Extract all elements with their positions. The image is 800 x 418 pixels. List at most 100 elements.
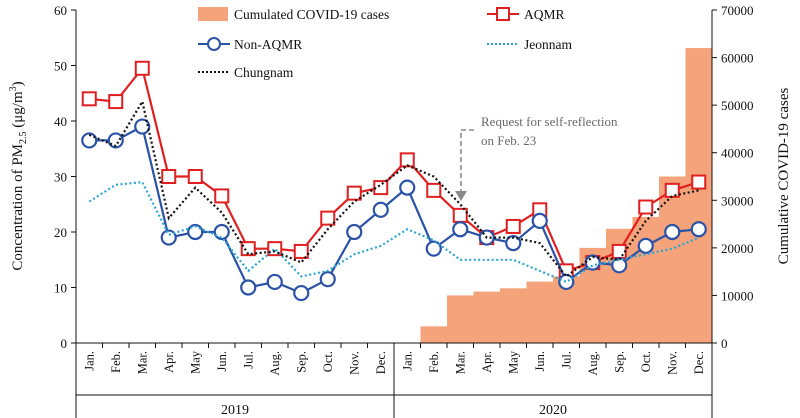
point-non-aqmr-17 xyxy=(531,212,548,229)
point-aqmr-1 xyxy=(108,94,124,110)
left-tick-label-0: 0 xyxy=(61,336,68,351)
point-non-aqmr-1 xyxy=(107,132,124,149)
right-axis-title: Cumulative COVID-19 cases xyxy=(776,88,792,265)
year-label-1: 2020 xyxy=(539,403,567,418)
covid-bar-17 xyxy=(526,281,554,343)
x-tick-label-7: Aug. xyxy=(268,351,282,376)
point-non-aqmr-2 xyxy=(134,118,151,135)
axes: 0 10 20 30 40 50 60 0 10000 20000 30000 40000 50000 6… xyxy=(54,3,754,418)
point-non-aqmr-18 xyxy=(558,273,575,291)
x-tick-label-2: Mar. xyxy=(135,351,149,374)
point-non-aqmr-8 xyxy=(293,284,310,302)
legend: Cumulated COVID-19 cases AQMR Non-AQMR J… xyxy=(198,7,572,80)
x-tick-label-11: Dec. xyxy=(374,351,388,374)
point-aqmr-8 xyxy=(293,243,309,259)
annotation-line-1: Request for self-reflection xyxy=(481,114,618,129)
right-tick-label-2: 20000 xyxy=(721,241,754,256)
left-tick-label-2: 20 xyxy=(54,225,67,240)
point-non-aqmr-5 xyxy=(213,223,230,241)
x-tick-label-15: Apr. xyxy=(480,351,494,373)
covid-bar-16 xyxy=(500,288,527,343)
point-non-aqmr-13 xyxy=(425,240,442,257)
annotation: Request for self-reflection on Feb. 23 xyxy=(455,114,618,201)
pm-lines xyxy=(81,60,707,302)
legend-label-aqmr: AQMR xyxy=(524,7,565,22)
year-label-0: 2019 xyxy=(221,403,249,418)
point-non-aqmr-7 xyxy=(266,273,283,291)
covid-bar-14 xyxy=(447,295,474,343)
x-tick-label-6: Jul. xyxy=(241,351,255,369)
point-aqmr-0 xyxy=(81,91,97,107)
point-aqmr-2 xyxy=(134,60,150,76)
annotation-line-2: on Feb. 23 xyxy=(481,133,536,148)
covid-bar-21 xyxy=(632,216,660,343)
right-tick-label-1: 10000 xyxy=(721,288,754,303)
x-tick-label-20: Sep. xyxy=(612,351,626,373)
point-non-aqmr-9 xyxy=(319,271,336,288)
x-tick-label-8: Sep. xyxy=(294,351,308,373)
x-tick-label-10: Nov. xyxy=(347,351,361,375)
x-tick-label-0: Jan. xyxy=(82,351,96,371)
covid-bar-15 xyxy=(473,291,501,343)
x-tick-label-17: Jun. xyxy=(533,351,547,372)
right-tick-label-0: 0 xyxy=(721,336,728,351)
point-aqmr-6 xyxy=(240,241,256,257)
legend-label-nonaqmr: Non-AQMR xyxy=(234,37,302,52)
point-aqmr-13 xyxy=(426,182,442,198)
point-aqmr-9 xyxy=(320,210,336,226)
x-tick-label-16: May xyxy=(506,350,520,374)
legend-marker-aqmr xyxy=(496,7,510,21)
point-non-aqmr-22 xyxy=(664,223,681,241)
right-tick-label-4: 40000 xyxy=(721,146,754,161)
covid-bar-13 xyxy=(420,326,448,343)
point-aqmr-16 xyxy=(505,218,521,234)
x-tick-label-21: Oct. xyxy=(639,351,653,372)
point-non-aqmr-3 xyxy=(160,229,177,246)
point-aqmr-22 xyxy=(664,182,680,198)
point-aqmr-5 xyxy=(214,188,230,204)
x-tick-label-9: Oct. xyxy=(321,351,335,372)
point-non-aqmr-21 xyxy=(637,237,654,254)
x-tick-label-22: Nov. xyxy=(665,351,679,375)
x-tick-label-14: Mar. xyxy=(453,351,467,374)
x-tick-label-3: Apr. xyxy=(162,351,176,373)
covid-bar-22 xyxy=(659,176,686,343)
legend-label-jeonnam: Jeonnam xyxy=(524,37,572,52)
right-tick-label-7: 70000 xyxy=(721,3,754,18)
annotation-arrow-head xyxy=(455,191,467,201)
left-tick-label-1: 10 xyxy=(54,281,67,296)
right-tick-label-5: 50000 xyxy=(721,98,754,113)
right-tick-label-3: 30000 xyxy=(721,193,754,208)
legend-marker-nonaqmr xyxy=(207,37,221,51)
x-tick-label-5: Jun. xyxy=(215,351,229,372)
left-tick-label-4: 40 xyxy=(54,114,67,129)
left-axis-title: Concentration of PM2.5 (μg/m3) xyxy=(8,81,29,270)
legend-label-covid: Cumulated COVID-19 cases xyxy=(234,7,389,22)
series-line-jeonnam xyxy=(88,180,700,284)
point-non-aqmr-23 xyxy=(690,221,707,238)
point-aqmr-21 xyxy=(638,199,654,215)
annotation-arrow xyxy=(460,129,474,196)
x-tick-label-13: Feb. xyxy=(427,351,441,373)
point-aqmr-4 xyxy=(187,169,203,184)
x-tick-label-12: Jan. xyxy=(400,351,414,371)
right-tick-label-6: 60000 xyxy=(721,51,754,66)
point-non-aqmr-0 xyxy=(81,132,98,149)
legend-swatch-covid xyxy=(198,7,228,21)
point-non-aqmr-10 xyxy=(346,223,363,241)
left-tick-label-5: 50 xyxy=(54,59,67,74)
point-non-aqmr-11 xyxy=(372,201,389,218)
x-tick-label-1: Feb. xyxy=(109,351,123,373)
x-tick-label-18: Jul. xyxy=(559,351,573,369)
point-non-aqmr-14 xyxy=(452,221,469,238)
x-tick-label-19: Aug. xyxy=(586,351,600,376)
x-tick-label-23: Dec. xyxy=(692,351,706,374)
left-tick-label-3: 30 xyxy=(54,170,67,185)
point-aqmr-11 xyxy=(373,180,389,196)
point-aqmr-10 xyxy=(346,185,362,201)
point-non-aqmr-12 xyxy=(399,179,416,196)
point-non-aqmr-16 xyxy=(505,235,522,252)
covid-bar-23 xyxy=(685,48,713,344)
series-line-chungnam xyxy=(88,98,700,278)
